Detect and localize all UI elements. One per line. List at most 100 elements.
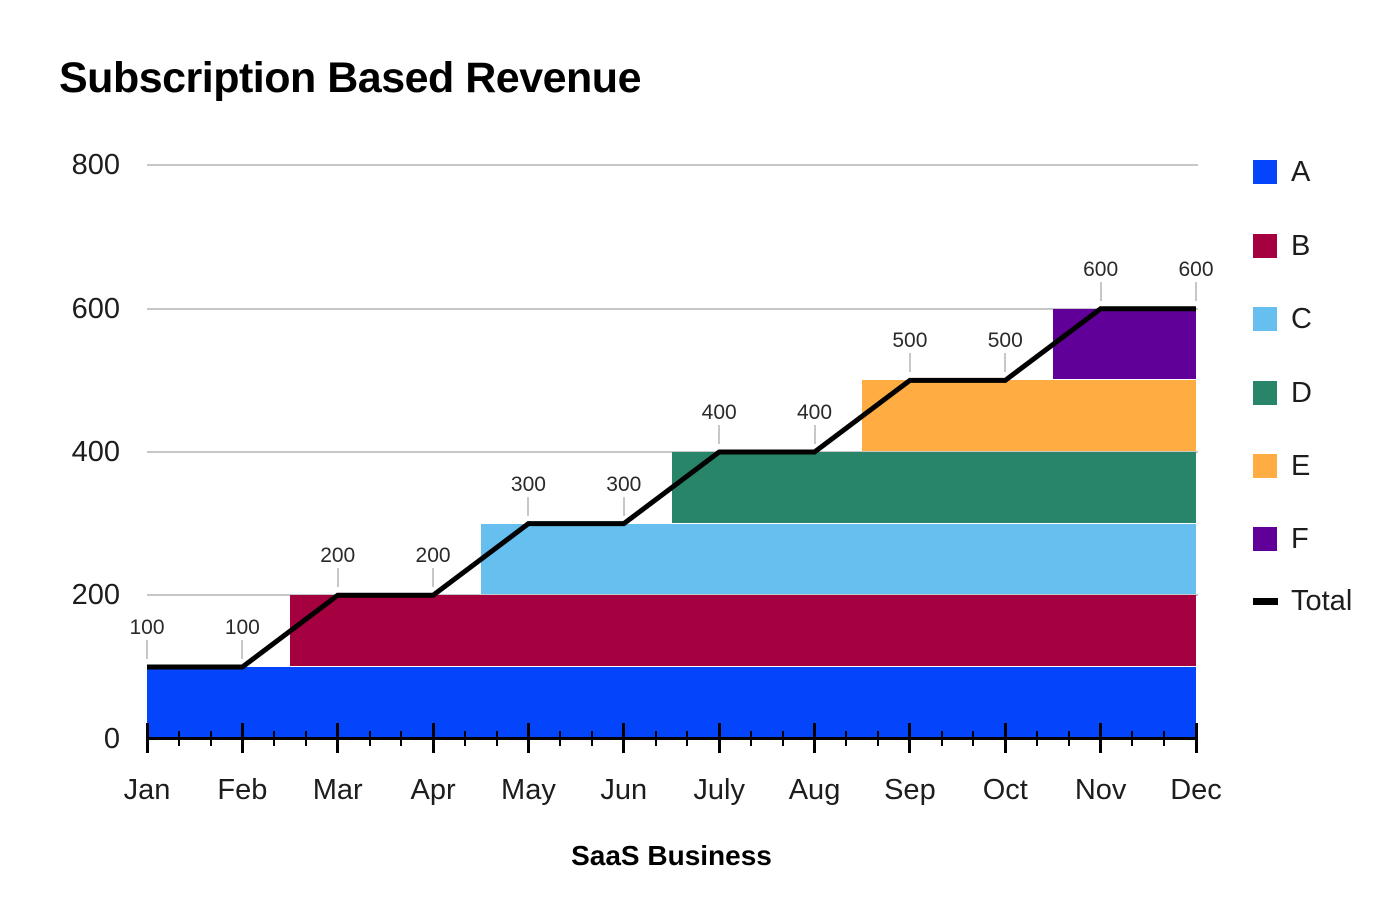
y-tick-label: 600: [71, 292, 120, 325]
data-label: 500: [987, 329, 1023, 353]
data-label-leader: [241, 639, 244, 659]
x-minor-tick: [177, 731, 180, 746]
data-label-leader: [336, 568, 339, 588]
x-minor-tick: [495, 731, 498, 746]
chart-title: Subscription Based Revenue: [59, 54, 642, 102]
x-major-tick: [336, 723, 340, 753]
legend-label-D: D: [1291, 377, 1312, 409]
legend-swatch-A: [1253, 160, 1277, 184]
data-label: 500: [892, 329, 928, 353]
x-major-tick: [1099, 723, 1103, 753]
x-month-label: Jun: [600, 774, 648, 806]
x-month-label: Dec: [1170, 774, 1222, 806]
x-major-tick: [431, 723, 435, 753]
x-major-tick: [145, 723, 149, 753]
y-tick-label: 400: [71, 436, 120, 468]
data-label-leader: [1099, 281, 1102, 301]
legend-swatch-C: [1253, 307, 1277, 331]
legend-label-E: E: [1291, 450, 1311, 482]
legend-swatch-F: [1253, 527, 1277, 551]
data-label: 600: [1083, 257, 1119, 281]
area-C: [480, 523, 1196, 595]
legend-label-F: F: [1291, 523, 1309, 555]
data-label: 400: [701, 401, 737, 424]
data-label-leader: [1004, 353, 1007, 373]
x-minor-tick: [591, 731, 594, 746]
legend-total-line-swatch: [1253, 598, 1278, 605]
x-month-label: Nov: [1074, 774, 1127, 806]
area-A: [147, 666, 1196, 738]
data-label-leader: [718, 425, 721, 444]
x-month-label: Jan: [123, 774, 171, 806]
legend-label-C: C: [1291, 303, 1312, 335]
x-month-label: Aug: [788, 774, 841, 806]
x-month-label: Feb: [217, 774, 268, 806]
x-major-tick: [908, 723, 912, 753]
x-minor-tick: [686, 731, 689, 746]
data-label-leader: [527, 496, 530, 516]
data-label: 400: [797, 401, 833, 424]
x-minor-tick: [273, 731, 276, 746]
data-label: 300: [510, 472, 546, 496]
x-minor-tick: [1067, 731, 1070, 746]
x-minor-tick: [877, 731, 880, 746]
x-minor-tick: [463, 731, 466, 746]
x-major-tick: [1194, 723, 1198, 753]
x-major-tick: [813, 723, 817, 753]
data-label-leader: [622, 496, 625, 516]
legend-swatch-D: [1253, 381, 1277, 405]
data-label: 600: [1178, 257, 1214, 281]
data-label-leader: [146, 639, 148, 659]
x-minor-tick: [749, 731, 752, 746]
data-label: 100: [224, 615, 260, 639]
x-minor-tick: [845, 731, 848, 746]
x-major-tick: [622, 723, 626, 753]
x-minor-tick: [368, 731, 371, 746]
legend-swatch-B: [1253, 234, 1277, 258]
x-minor-tick: [654, 731, 657, 746]
x-month-label: May: [501, 774, 556, 806]
x-major-tick: [526, 723, 530, 753]
data-label: 100: [129, 615, 165, 639]
x-minor-tick: [781, 731, 784, 746]
x-major-tick: [717, 723, 721, 753]
x-month-label: Mar: [312, 774, 363, 806]
data-label: 200: [415, 544, 451, 568]
area-E: [862, 380, 1196, 451]
x-major-tick: [1003, 723, 1007, 753]
data-label-leader: [813, 425, 816, 444]
x-minor-tick: [1163, 731, 1166, 746]
legend-label-B: B: [1291, 230, 1311, 262]
data-label: 300: [606, 472, 642, 496]
x-minor-tick: [972, 731, 975, 746]
data-label-leader: [432, 568, 435, 588]
y-gridline-600: [147, 307, 1198, 310]
legend-swatch-E: [1253, 454, 1277, 478]
x-month-label: Apr: [410, 774, 456, 806]
y-tick-label: 200: [71, 579, 120, 612]
y-gridline-800: [147, 164, 1198, 167]
area-B: [290, 595, 1196, 666]
data-label-leader: [908, 353, 911, 373]
x-month-label: July: [693, 774, 745, 806]
x-axis-title: SaaS Business: [571, 840, 772, 871]
y-tick-label: 800: [71, 149, 120, 182]
x-minor-tick: [1131, 731, 1134, 746]
data-label-leader: [1195, 281, 1197, 301]
x-minor-tick: [400, 731, 403, 746]
area-D: [671, 452, 1196, 523]
x-month-label: Sep: [884, 774, 936, 806]
x-minor-tick: [940, 731, 943, 746]
area-F: [1052, 308, 1196, 380]
legend-label-A: A: [1291, 156, 1311, 188]
x-axis-line: [146, 737, 1198, 740]
x-minor-tick: [559, 731, 562, 746]
data-label: 200: [320, 544, 356, 568]
x-minor-tick: [209, 731, 212, 746]
x-minor-tick: [304, 731, 307, 746]
legend-label-total: Total: [1291, 585, 1353, 617]
y-tick-label: 0: [103, 722, 120, 755]
x-month-label: Oct: [982, 774, 1028, 806]
x-minor-tick: [1036, 731, 1039, 746]
